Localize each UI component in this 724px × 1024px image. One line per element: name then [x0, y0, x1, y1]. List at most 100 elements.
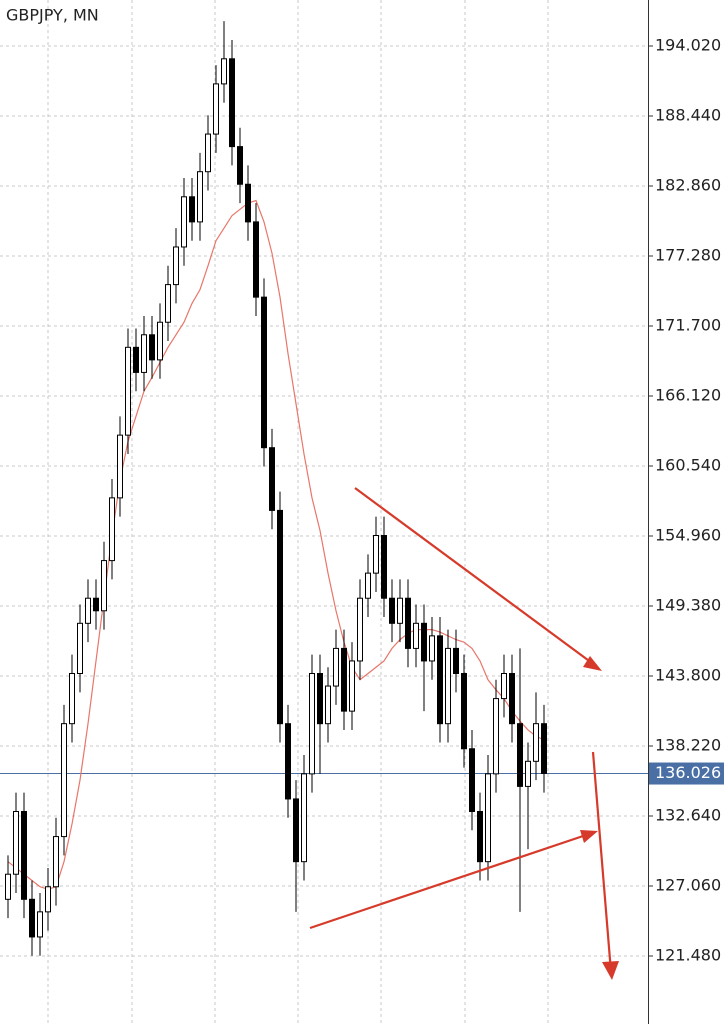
candle-body — [93, 597, 99, 612]
vertical-grid — [47, 0, 549, 1024]
candles-layer — [5, 21, 547, 956]
candle-body — [429, 635, 435, 662]
candle-body — [69, 672, 75, 725]
candle-body — [125, 346, 131, 436]
candle-body — [237, 146, 243, 185]
candle-body — [261, 296, 267, 449]
y-tick-label: 138.220 — [655, 736, 721, 755]
candle-body — [229, 58, 235, 148]
candle-body — [77, 622, 83, 674]
candle-body — [165, 284, 171, 323]
candle-body — [349, 660, 355, 712]
candle-body — [221, 58, 227, 85]
candle-body — [205, 133, 211, 173]
trend-arrow-lower — [309, 831, 593, 930]
candle-body — [101, 560, 107, 612]
trend-arrow-upper — [354, 487, 597, 667]
y-tick-label: 127.060 — [655, 876, 721, 895]
candle-body — [269, 447, 275, 511]
candle-body — [61, 723, 67, 838]
candle-body — [197, 171, 203, 223]
candle-body — [333, 647, 339, 687]
candle-body — [445, 647, 451, 725]
candle-body — [285, 723, 291, 800]
candle-body — [181, 196, 187, 248]
candle-body — [317, 672, 323, 725]
candle-body — [53, 836, 59, 888]
arrow-head — [580, 830, 598, 843]
y-tick-label: 166.120 — [655, 386, 721, 405]
candle-body — [477, 810, 483, 863]
candle-body — [325, 685, 331, 725]
y-tick-label: 160.540 — [655, 456, 721, 475]
candle-body — [357, 597, 363, 662]
current-price-label: 136.026 — [655, 763, 721, 782]
candle-body — [509, 672, 515, 725]
candle-body — [85, 597, 91, 624]
candle-body — [517, 723, 523, 787]
y-tick-label: 121.480 — [655, 946, 721, 965]
candle-body — [405, 597, 411, 649]
candle-body — [389, 597, 395, 624]
candle-body — [21, 810, 27, 900]
grid-layer — [0, 45, 648, 957]
candle-body — [501, 672, 507, 700]
candle-body — [397, 597, 403, 624]
candle-body — [437, 635, 443, 725]
candle-body — [365, 572, 371, 599]
candle-body — [245, 183, 251, 223]
ma-layer — [7, 199, 545, 890]
candle-body — [469, 748, 475, 812]
candle-body — [293, 798, 299, 863]
candle-body — [5, 873, 11, 900]
candle-body — [141, 334, 147, 373]
candle-body — [29, 898, 35, 938]
arrow-head — [602, 961, 619, 980]
y-tick-label: 149.380 — [655, 596, 721, 615]
candle-body — [173, 246, 179, 286]
candle-body — [189, 196, 195, 223]
y-tick-label: 154.960 — [655, 526, 721, 545]
candle-body — [149, 334, 155, 361]
annotations — [309, 487, 619, 980]
candle-body — [461, 672, 467, 750]
y-tick-label: 188.440 — [655, 106, 721, 125]
y-tick-label: 143.800 — [655, 666, 721, 685]
candle-body — [309, 672, 315, 775]
arrow-head — [583, 656, 602, 671]
candle-body — [485, 773, 491, 863]
candle-body — [277, 509, 283, 725]
chart-title: GBPJPY, MN — [6, 6, 99, 25]
axis-background — [648, 0, 724, 1024]
candle-body — [301, 773, 307, 863]
y-tick-label: 171.700 — [655, 316, 721, 335]
candle-body — [109, 497, 115, 562]
candle-body — [341, 647, 347, 712]
candle-body — [133, 346, 139, 373]
current-price-box — [649, 762, 724, 785]
candle-body — [453, 647, 459, 674]
moving-average — [7, 199, 545, 890]
y-tick-label: 194.020 — [655, 36, 721, 55]
candle-body — [541, 723, 547, 774]
candle-body — [213, 83, 219, 135]
candle-body — [253, 221, 259, 298]
candle-body — [533, 723, 539, 762]
candle-body — [493, 698, 499, 775]
candle-body — [13, 810, 19, 875]
candle-body — [381, 535, 387, 599]
y-tick-label: 177.280 — [655, 246, 721, 265]
candle-body — [421, 622, 427, 662]
breakdown-arrow — [591, 751, 613, 973]
candle-body — [157, 321, 163, 361]
candle-body — [37, 911, 43, 938]
y-tick-label: 182.860 — [655, 176, 721, 195]
candle-body — [525, 760, 531, 787]
axis-layer: 194.020 188.440 182.860 177.280 171.700 166.1… — [648, 36, 724, 965]
y-tick-label: 132.640 — [655, 806, 721, 825]
candle-body — [45, 886, 51, 913]
candle-body — [373, 535, 379, 574]
candle-body — [117, 434, 123, 499]
